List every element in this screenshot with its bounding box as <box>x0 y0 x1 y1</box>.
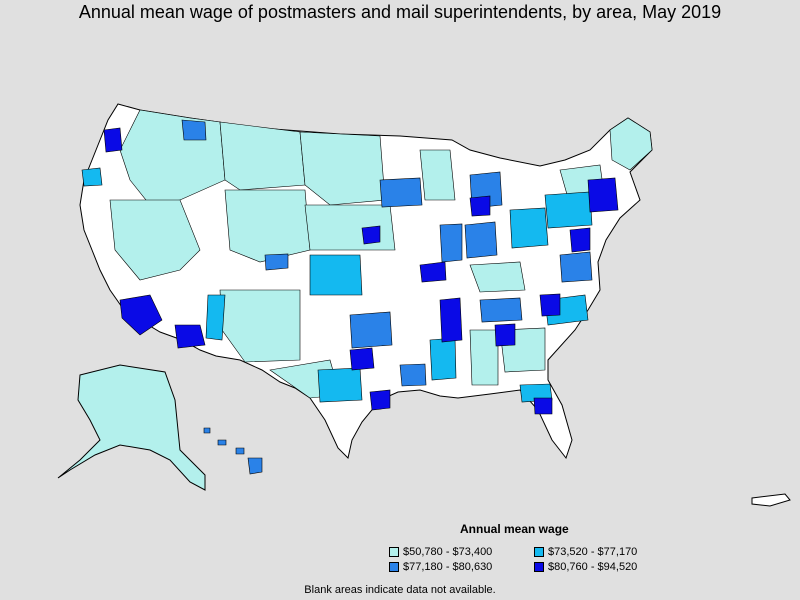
legend-label-3: $77,180 - $80,630 <box>403 561 493 573</box>
legend-item-2: $73,520 - $77,170 <box>534 546 637 558</box>
region-minneapolis <box>361 225 381 245</box>
region-east-coast <box>587 177 619 213</box>
legend-swatch-3 <box>389 562 399 572</box>
region-idaho-north <box>181 119 207 141</box>
region-dc <box>569 227 591 253</box>
region-pennsylvania <box>544 191 593 229</box>
region-virginia <box>559 251 593 283</box>
hawaii-kauai <box>203 427 211 434</box>
region-maine-ne <box>609 117 653 171</box>
legend-swatch-2 <box>534 547 544 557</box>
map-title: Annual mean wage of postmasters and mail… <box>78 2 722 22</box>
hawaii-maui <box>235 447 245 455</box>
legend-label-2: $73,520 - $77,170 <box>548 546 638 558</box>
legend-swatch-4 <box>534 562 544 572</box>
region-washington-puget <box>103 127 123 153</box>
region-montana <box>219 121 306 191</box>
region-group-high <box>181 119 593 387</box>
region-missouri <box>419 261 447 283</box>
region-louisiana <box>399 363 427 387</box>
legend-swatch-1 <box>389 547 399 557</box>
region-chicago <box>469 195 491 217</box>
legend-label-4: $80,760 - $94,520 <box>548 561 638 573</box>
hawaii-oahu <box>217 439 227 446</box>
region-arizona-south <box>174 324 206 349</box>
region-ohio <box>509 207 549 249</box>
region-florida-central <box>533 397 553 415</box>
region-texas-gulf <box>317 367 363 403</box>
region-nebraska <box>304 204 396 251</box>
alaska-outline <box>57 364 206 491</box>
legend-item-4: $80,760 - $94,520 <box>534 561 637 573</box>
footnote: Blank areas indicate data not available. <box>304 584 496 596</box>
region-nevada-utah <box>109 199 201 281</box>
legend-item-3: $77,180 - $80,630 <box>389 561 492 573</box>
region-group-low <box>109 109 653 399</box>
region-group-top <box>103 127 619 415</box>
region-wisconsin <box>419 149 456 201</box>
region-atlanta-west <box>539 293 561 317</box>
region-washington-east <box>81 167 103 187</box>
region-southern-california <box>119 294 163 336</box>
region-tennessee <box>479 297 523 323</box>
region-mississippi <box>429 337 457 381</box>
legend-title: Annual mean wage <box>460 522 569 536</box>
region-indiana <box>464 221 498 259</box>
hawaii-big-island <box>247 457 263 475</box>
region-kansas <box>309 254 363 296</box>
puerto-rico-outline <box>751 493 791 507</box>
region-colorado-east <box>264 253 289 271</box>
region-memphis <box>439 297 463 343</box>
region-alabama <box>469 329 499 386</box>
hawaii-islands <box>203 427 263 475</box>
region-kentucky-central <box>494 323 516 347</box>
region-kentucky <box>469 261 526 293</box>
region-illinois <box>439 223 463 263</box>
region-texas-north <box>349 347 375 371</box>
region-houston <box>369 389 391 411</box>
region-iowa <box>379 177 423 208</box>
legend-item-1: $50,780 - $73,400 <box>389 546 492 558</box>
region-oklahoma <box>349 311 393 349</box>
region-arizona-east <box>205 294 226 341</box>
legend-label-1: $50,780 - $73,400 <box>403 546 493 558</box>
region-wyoming-colorado <box>224 189 311 263</box>
region-dakotas <box>299 131 386 206</box>
region-group-mid <box>81 167 593 403</box>
